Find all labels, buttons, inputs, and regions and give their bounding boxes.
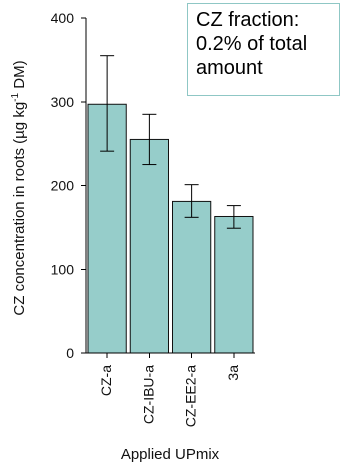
y-axis-title-prefix: CZ concentration in roots (µg kg	[11, 102, 28, 316]
y-axis-title-suffix: DM)	[11, 60, 28, 93]
error-bar	[142, 113, 157, 166]
y-tick-label: 0	[66, 345, 74, 361]
annotation-box: CZ fraction: 0.2% of total amount	[187, 3, 340, 96]
error-bar	[100, 55, 115, 152]
x-tick-label: 3a	[225, 365, 241, 381]
y-axis-title: CZ concentration in roots (µg kg-1 DM)	[10, 60, 28, 315]
y-tick-label: 200	[51, 178, 75, 194]
x-tick-label: CZ-a	[98, 365, 114, 396]
annotation-line-1: CZ fraction:	[196, 9, 300, 31]
x-labels-layer: CZ-a CZ-IBU-a CZ-EE2-a 3a	[98, 365, 241, 427]
bar	[172, 200, 212, 354]
error-bar	[184, 184, 199, 218]
error-bars-layer	[100, 55, 241, 229]
bar	[129, 138, 169, 354]
annotation-line-2: 0.2% of total	[196, 33, 308, 55]
error-bar	[226, 205, 241, 229]
x-axis-title: Applied UPmix	[121, 446, 220, 463]
bar	[214, 215, 254, 354]
x-tick-label: CZ-IBU-a	[140, 365, 156, 424]
y-tick-label: 100	[51, 261, 75, 277]
x-tick-label: CZ-EE2-a	[183, 365, 199, 427]
y-tick-label: 400	[51, 10, 75, 26]
y-axis-title-superscript: -1	[10, 92, 21, 101]
y-tick-label: 300	[51, 94, 75, 110]
annotation-line-3: amount	[196, 57, 263, 79]
ticks-layer: 0 100 200 300 400	[51, 10, 235, 361]
